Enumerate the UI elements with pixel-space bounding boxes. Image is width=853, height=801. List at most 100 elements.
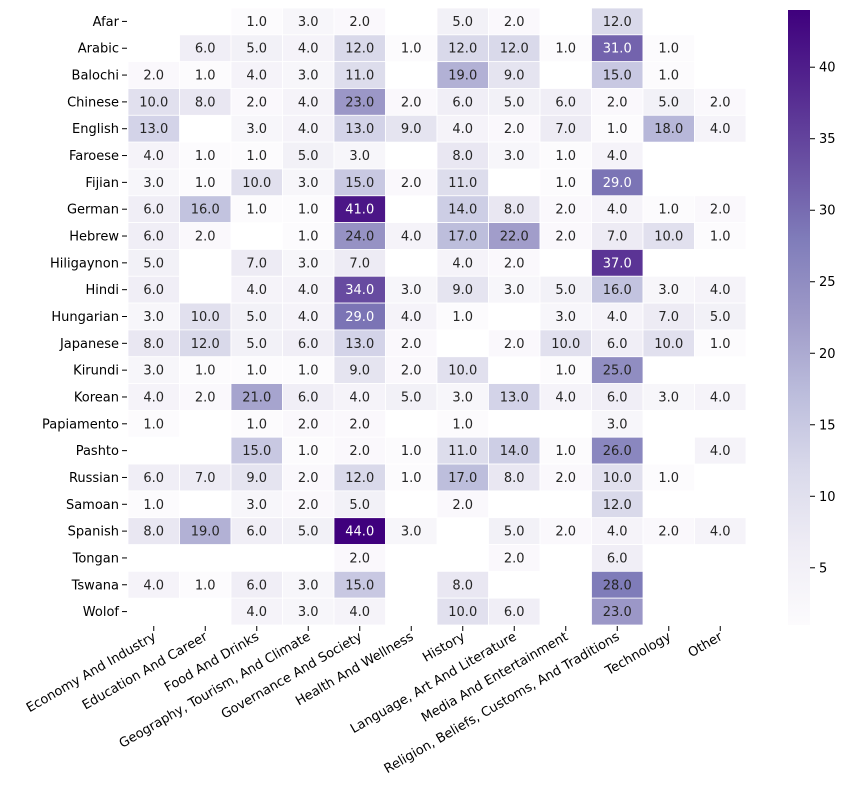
- heatmap-cell: [642, 302, 695, 331]
- cell-value-label: 3.0: [298, 15, 319, 30]
- cell-value-label: 15.0: [345, 578, 374, 593]
- cell-value-label: 4.0: [710, 525, 731, 540]
- cell-value-label: 4.0: [246, 283, 267, 298]
- heatmap-cell: [488, 383, 541, 411]
- cell-value-label: 1.0: [658, 471, 679, 486]
- heatmap-cell: [642, 517, 695, 545]
- cell-value-label: 2.0: [504, 551, 525, 566]
- cell-value-label: 3.0: [298, 256, 319, 271]
- colorbar: 5 10 15 20 25 30 35 40: [788, 10, 836, 625]
- cell-value-label: 2.0: [555, 471, 576, 486]
- cell-value-label: 12.0: [345, 471, 374, 486]
- cell-value-label: 2.0: [504, 256, 525, 271]
- heatmap-cell: [591, 490, 644, 519]
- cell-value-label: 1.0: [246, 417, 267, 432]
- cell-value-label: 1.0: [298, 444, 319, 459]
- heatmap-cell: [591, 597, 644, 626]
- heatmap-cell: [179, 61, 232, 89]
- cell-value-label: 6.0: [246, 525, 267, 540]
- cell-value-label: 11.0: [448, 176, 477, 191]
- cell-value-label: 4.0: [452, 256, 473, 271]
- y-tick-label: Russian: [69, 471, 119, 486]
- heatmap-cell: [539, 195, 592, 224]
- cell-value-label: 8.0: [195, 95, 216, 110]
- cell-value-label: 3.0: [143, 310, 164, 325]
- cell-value-label: 21.0: [242, 390, 271, 405]
- heatmap-cell: [282, 329, 335, 358]
- heatmap-cell: [333, 275, 386, 304]
- y-tick-label: Kirundi: [73, 364, 119, 379]
- cell-value-label: 22.0: [500, 230, 529, 245]
- cell-value-label: 6.0: [143, 230, 164, 245]
- cell-value-label: 3.0: [401, 283, 422, 298]
- heatmap-cell: [488, 195, 541, 224]
- cell-value-label: 8.0: [143, 525, 164, 540]
- cell-value-label: 2.0: [504, 122, 525, 137]
- heatmap-cell: [282, 356, 335, 384]
- cell-value-label: 3.0: [298, 605, 319, 620]
- cell-value-label: 2.0: [555, 203, 576, 218]
- heatmap-cell: [333, 544, 386, 572]
- heatmap-cell: [282, 195, 335, 224]
- y-tick-label: Japanese: [59, 337, 119, 352]
- cell-value-label: 44.0: [345, 525, 374, 540]
- cell-value-label: 1.0: [658, 203, 679, 218]
- cell-value-label: 2.0: [658, 525, 679, 540]
- y-tick-label: Papiamento: [42, 417, 119, 432]
- heatmap-cell: [179, 383, 232, 411]
- cell-value-label: 1.0: [452, 417, 473, 432]
- cell-value-label: 4.0: [710, 122, 731, 137]
- heatmap-cell: [333, 329, 386, 358]
- y-tick-label: Hungarian: [51, 310, 119, 325]
- cell-value-label: 5.0: [246, 310, 267, 325]
- heatmap-cell: [436, 302, 489, 331]
- heatmap-cell: [127, 329, 180, 358]
- cell-value-label: 1.0: [710, 337, 731, 352]
- cell-value-label: 3.0: [504, 283, 525, 298]
- heatmap-cell: [694, 517, 747, 545]
- heatmap-cell: [385, 329, 438, 358]
- heatmap-cell: [282, 409, 335, 438]
- heatmap-cell: [127, 356, 180, 384]
- heatmap-cell: [179, 570, 232, 599]
- cell-value-label: 3.0: [452, 390, 473, 405]
- heatmap-cell: [539, 517, 592, 545]
- heatmap-cell: [642, 114, 695, 143]
- y-tick-label: Pashto: [76, 444, 119, 459]
- cell-value-label: 6.0: [246, 578, 267, 593]
- cell-value-label: 14.0: [448, 203, 477, 218]
- cell-value-label: 4.0: [710, 390, 731, 405]
- heatmap-cell: [282, 61, 335, 89]
- cell-value-label: 23.0: [603, 605, 632, 620]
- heatmap-cell: [333, 597, 386, 626]
- y-tick-label: Samoan: [66, 498, 119, 513]
- heatmap-cell: [642, 195, 695, 224]
- cell-value-label: 15.0: [603, 69, 632, 84]
- heatmap-cell: [694, 436, 747, 465]
- cell-value-label: 10.0: [551, 337, 580, 352]
- cell-value-label: 10.0: [242, 176, 271, 191]
- cell-value-label: 1.0: [195, 69, 216, 84]
- heatmap-cell: [385, 517, 438, 545]
- cell-value-label: 9.0: [401, 122, 422, 137]
- heatmap-cell: [694, 329, 747, 358]
- heatmap-cell: [539, 222, 592, 250]
- cell-value-label: 5.0: [504, 525, 525, 540]
- cell-value-label: 23.0: [345, 95, 374, 110]
- cell-value-label: 17.0: [448, 230, 477, 245]
- cell-value-label: 1.0: [246, 15, 267, 30]
- cell-value-label: 13.0: [500, 390, 529, 405]
- cell-value-label: 7.0: [555, 122, 576, 137]
- cell-value-label: 5.0: [298, 149, 319, 164]
- colorbar-tick-label: 35: [819, 132, 836, 147]
- cell-value-label: 12.0: [603, 498, 632, 513]
- cell-value-label: 4.0: [607, 203, 628, 218]
- heatmap-cell: [179, 329, 232, 358]
- cell-value-label: 7.0: [658, 310, 679, 325]
- colorbar-tick-label: 20: [819, 347, 836, 362]
- cell-value-label: 5.0: [710, 310, 731, 325]
- cell-value-label: 6.0: [607, 390, 628, 405]
- heatmap-cell: [179, 463, 232, 492]
- cell-value-label: 2.0: [401, 95, 422, 110]
- cell-value-label: 31.0: [603, 42, 632, 57]
